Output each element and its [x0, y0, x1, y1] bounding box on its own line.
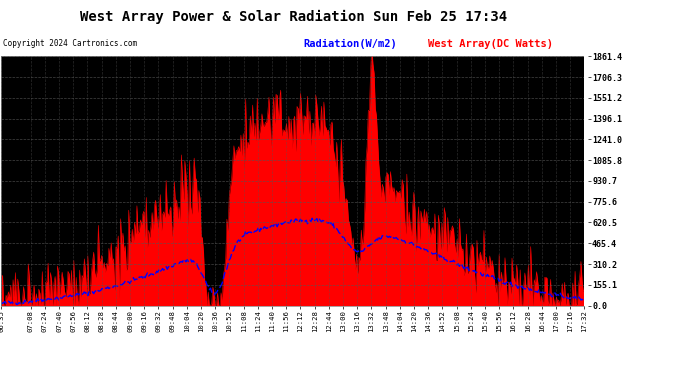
- Text: West Array Power & Solar Radiation Sun Feb 25 17:34: West Array Power & Solar Radiation Sun F…: [79, 9, 507, 24]
- Text: Copyright 2024 Cartronics.com: Copyright 2024 Cartronics.com: [3, 39, 137, 48]
- Text: Radiation(W/m2): Radiation(W/m2): [304, 39, 397, 50]
- Text: West Array(DC Watts): West Array(DC Watts): [428, 39, 553, 50]
